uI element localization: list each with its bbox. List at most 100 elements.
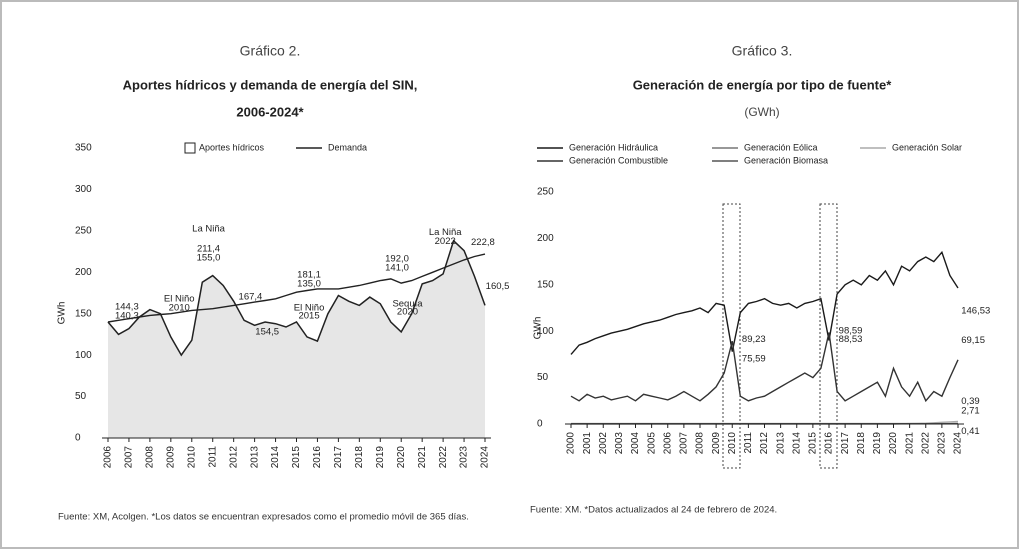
annotation: 146,53 <box>961 305 990 316</box>
x-tick-label: 2021 <box>904 432 915 455</box>
annotation: 88,53 <box>839 334 863 345</box>
x-tick-label: 2008 <box>695 432 706 455</box>
x-tick-label: 2009 <box>165 446 176 469</box>
x-tick-label: 2003 <box>614 432 625 455</box>
chart-title: Aportes hídricos y demanda de energía de… <box>123 77 418 92</box>
y-tick-label: 100 <box>75 350 92 361</box>
y-tick-label: 250 <box>537 187 554 198</box>
x-tick-label: 2004 <box>630 432 641 455</box>
x-tick-label: 2000 <box>566 432 577 455</box>
area-outline <box>107 239 486 357</box>
y-tick-label: 150 <box>75 308 92 319</box>
annotation: 2022 <box>435 236 456 247</box>
chart-label: Gráfico 3. <box>732 43 793 59</box>
annotation: 167,4 <box>239 292 263 303</box>
y-axis-label: GWh <box>533 317 544 340</box>
x-tick-label: 2022 <box>438 446 449 469</box>
x-tick-label: 2013 <box>249 446 260 469</box>
x-tick-label: 2015 <box>291 446 302 469</box>
x-tick-label: 2024 <box>480 446 491 469</box>
line <box>107 253 486 323</box>
annotation: 2010 <box>169 302 190 313</box>
annotation: 0,39 <box>961 396 980 407</box>
y-tick-label: 0 <box>537 419 543 430</box>
legend-label: Generación Hidráulica <box>569 142 658 152</box>
y-axis-label: GWh <box>57 302 68 325</box>
x-tick-label: 2001 <box>582 432 593 455</box>
chart: Gráfico 3. Generación de energía por tipo… <box>530 43 990 516</box>
annotation: 141,0 <box>385 263 409 274</box>
legend-label: Generación Biomasa <box>744 155 828 165</box>
legend-swatch <box>184 142 196 154</box>
annotation: 135,0 <box>297 278 321 289</box>
annotation: 89,23 <box>742 334 766 345</box>
annotation: 211,4 <box>197 244 220 255</box>
annotation: El Niño <box>294 302 325 313</box>
x-tick-label: 2013 <box>775 432 786 455</box>
highlight-box <box>722 203 741 469</box>
x-tick-label: 2017 <box>333 446 344 469</box>
x-tick-label: 2016 <box>824 432 835 455</box>
y-tick-label: 300 <box>75 184 92 195</box>
x-tick-label: 2018 <box>856 432 867 455</box>
x-tick-label: 2007 <box>679 432 690 455</box>
annotation: El Niño <box>164 293 195 304</box>
line <box>570 332 959 403</box>
x-tick-label: 2024 <box>953 432 964 455</box>
area <box>108 240 485 438</box>
annotation: 160,5 <box>486 281 510 292</box>
x-tick-label: 2023 <box>459 446 470 469</box>
x-tick-label: 2010 <box>186 446 197 469</box>
annotation: 2020 <box>397 307 418 318</box>
annotation: 144,3 <box>115 302 139 313</box>
annotation: 154,5 <box>255 326 279 337</box>
x-tick-label: 2007 <box>124 446 135 469</box>
legend-label: Generación Solar <box>892 142 962 152</box>
x-tick-label: 2018 <box>354 446 365 469</box>
legend-label: Aportes hídricos <box>199 142 265 152</box>
chart: Gráfico 2. Aportes hídricos y demanda de … <box>57 43 510 523</box>
x-tick-label: 2019 <box>375 446 386 469</box>
source-note: Fuente: XM, Acolgen. *Los datos se encue… <box>58 512 469 523</box>
y-tick-label: 150 <box>537 279 554 290</box>
y-tick-label: 350 <box>75 143 92 154</box>
chart-label: Gráfico 2. <box>240 43 301 59</box>
x-tick-label: 2008 <box>145 446 156 469</box>
x-tick-label: 2020 <box>888 432 899 455</box>
x-tick-label: 2014 <box>791 432 802 455</box>
annotation: 192,0 <box>385 254 409 265</box>
y-tick-label: 200 <box>75 267 92 278</box>
x-tick-label: 2006 <box>662 432 673 455</box>
x-tick-label: 2014 <box>270 446 281 469</box>
x-tick-label: 2020 <box>396 446 407 469</box>
x-tick-label: 2012 <box>228 446 239 469</box>
line <box>570 250 959 355</box>
annotation: 0,41 <box>961 426 980 437</box>
x-tick-label: 2016 <box>312 446 323 469</box>
annotation: 98,59 <box>839 326 863 337</box>
x-tick-label: 2002 <box>598 432 609 455</box>
legend-label: Generación Combustible <box>569 155 668 165</box>
annotation: 75,59 <box>742 354 766 365</box>
annotation: 155,0 <box>197 253 221 264</box>
source-note: Fuente: XM. *Datos actualizados al 24 de… <box>530 505 777 516</box>
x-tick-label: 2017 <box>840 432 851 455</box>
x-tick-label: 2011 <box>743 432 754 454</box>
y-tick-label: 0 <box>75 433 81 444</box>
x-tick-label: 2010 <box>727 432 738 455</box>
legend-label: Demanda <box>328 142 367 152</box>
annotation: 2015 <box>298 311 319 322</box>
chart-subtitle: (GWh) <box>744 105 779 119</box>
x-tick-label: 2006 <box>103 446 114 469</box>
x-tick-label: 2009 <box>711 432 722 455</box>
x-tick-label: 2015 <box>808 432 819 455</box>
annotation: La Niña <box>192 224 225 235</box>
x-tick-label: 2012 <box>759 432 770 455</box>
highlight-box <box>819 203 838 469</box>
x-tick-label: 2005 <box>646 432 657 455</box>
x-tick-label: 2011 <box>207 446 218 468</box>
x-tick-label: 2023 <box>937 432 948 455</box>
annotation: 69,15 <box>961 335 985 346</box>
